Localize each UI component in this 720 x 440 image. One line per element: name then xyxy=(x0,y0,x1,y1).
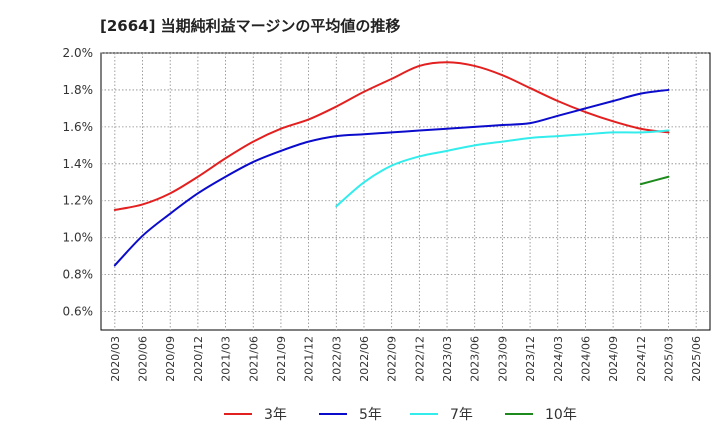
x-tick-label: 2020/06 xyxy=(137,336,150,382)
legend-label: 5年 xyxy=(359,407,382,423)
x-tick-label: 2024/03 xyxy=(552,336,565,382)
grid xyxy=(101,52,710,330)
chart-title: [2664] 当期純利益マージンの平均値の推移 xyxy=(100,17,400,35)
x-tick-label: 2020/12 xyxy=(192,336,205,382)
x-tick-label: 2023/12 xyxy=(524,336,537,382)
series-line xyxy=(639,175,670,186)
y-tick-label: 0.6% xyxy=(63,305,94,319)
y-tick-label: 1.6% xyxy=(63,120,94,134)
x-tick-label: 2020/03 xyxy=(109,336,122,382)
series-lines xyxy=(113,61,670,267)
x-tick-label: 2025/06 xyxy=(690,336,703,382)
x-axis: 2020/03 2020/06 2020/09 2020/12 2021/03 2021/… xyxy=(109,336,703,382)
x-tick-label: 2021/06 xyxy=(247,336,260,382)
series-line xyxy=(113,88,670,267)
legend-label: 3年 xyxy=(264,407,287,423)
x-tick-label: 2021/03 xyxy=(220,336,233,382)
x-tick-label: 2021/09 xyxy=(275,336,288,382)
x-tick-label: 2022/12 xyxy=(413,336,426,382)
x-tick-label: 2023/06 xyxy=(469,336,482,382)
x-tick-label: 2022/03 xyxy=(330,336,343,382)
x-tick-label: 2021/12 xyxy=(303,336,316,382)
x-tick-label: 2022/06 xyxy=(358,336,371,382)
y-tick-label: 2.0% xyxy=(63,46,94,60)
legend-label: 7年 xyxy=(450,407,473,423)
x-tick-label: 2024/12 xyxy=(635,336,648,382)
x-tick-label: 2020/09 xyxy=(164,336,177,382)
plot-area xyxy=(100,52,711,331)
x-tick-label: 2025/03 xyxy=(662,336,675,382)
x-tick-label: 2024/06 xyxy=(579,336,592,382)
x-tick-label: 2023/03 xyxy=(441,336,454,382)
x-tick-label: 2024/09 xyxy=(607,336,620,382)
x-tick-label: 2023/09 xyxy=(496,336,509,382)
y-tick-label: 1.8% xyxy=(63,83,94,97)
legend: 3年 5年 7年 10年 xyxy=(224,407,577,423)
y-tick-label: 0.8% xyxy=(63,268,94,282)
y-tick-label: 1.0% xyxy=(63,231,94,245)
x-tick-label: 2022/09 xyxy=(386,336,399,382)
series-line xyxy=(113,61,670,211)
y-tick-label: 1.2% xyxy=(63,194,94,208)
y-tick-label: 1.4% xyxy=(63,157,94,171)
series-line xyxy=(335,129,670,208)
y-axis: 0.6% 0.8% 1.0% 1.2% 1.4% 1.6% 1.8% 2.0% xyxy=(63,46,94,319)
legend-label: 10年 xyxy=(545,407,577,423)
